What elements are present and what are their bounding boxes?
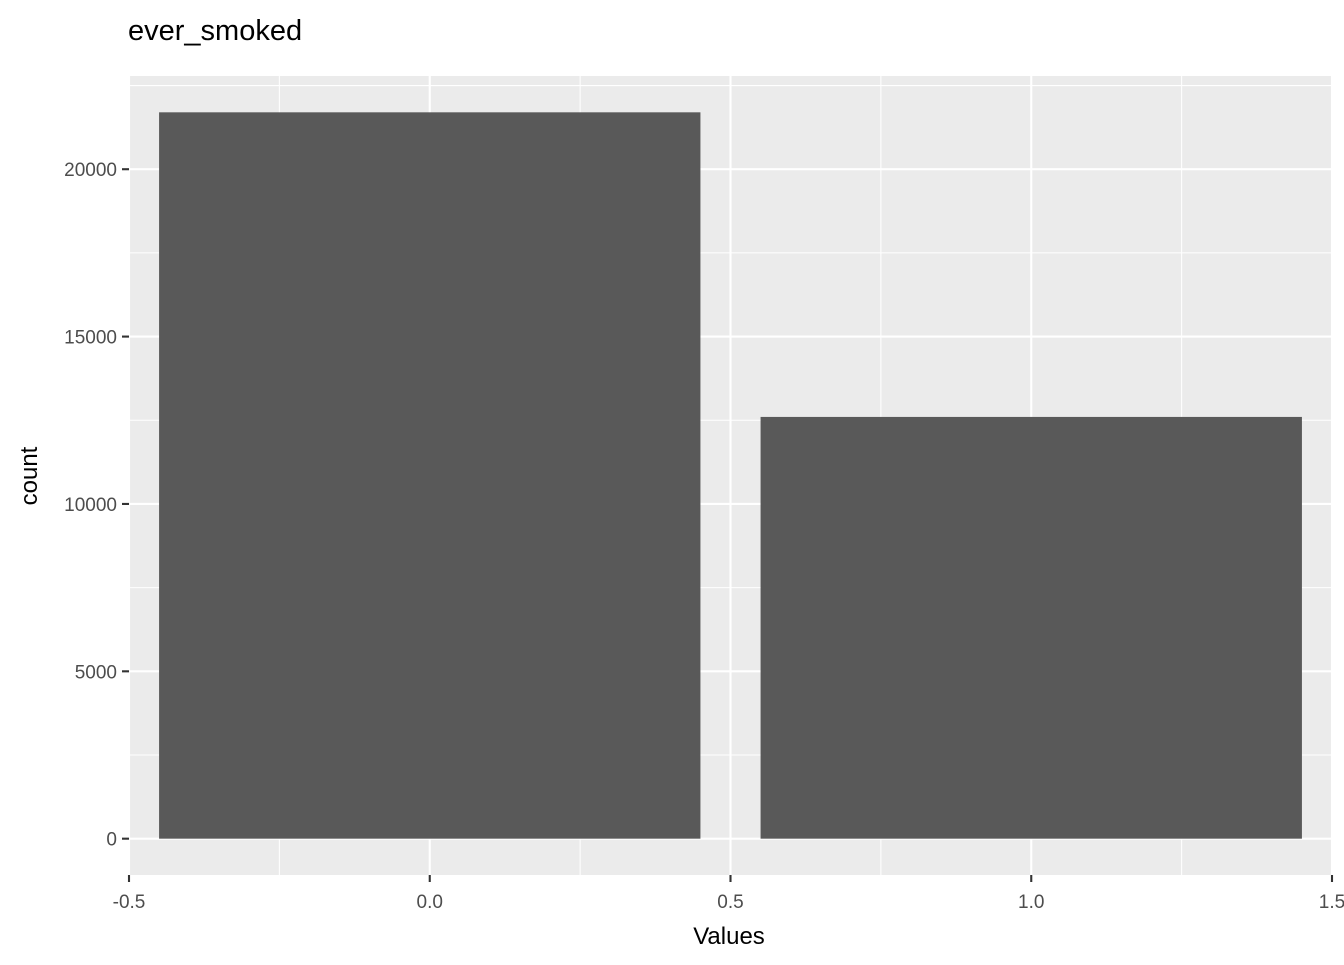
y-axis-title: count <box>16 446 43 505</box>
y-tick-label: 10000 <box>64 495 117 516</box>
chart-title: ever_smoked <box>128 15 302 47</box>
x-axis: -0.5 0.0 0.5 1.0 1.5 <box>113 875 1344 913</box>
x-tick-label: -0.5 <box>113 892 146 913</box>
bar-0 <box>159 112 701 839</box>
y-tick-label: 15000 <box>64 328 117 349</box>
x-tick-label: 1.0 <box>1018 892 1044 913</box>
y-tick-label: 5000 <box>75 662 117 683</box>
bars <box>159 112 1302 839</box>
y-axis: 0 5000 10000 15000 20000 <box>64 160 129 851</box>
x-axis-title: Values <box>693 923 765 950</box>
y-tick-label: 20000 <box>64 160 117 181</box>
bar-1 <box>760 416 1302 839</box>
x-tick-label: 1.5 <box>1319 892 1344 913</box>
y-tick-label: 0 <box>106 830 117 851</box>
x-tick-label: 0.5 <box>717 892 743 913</box>
x-tick-label: 0.0 <box>417 892 443 913</box>
